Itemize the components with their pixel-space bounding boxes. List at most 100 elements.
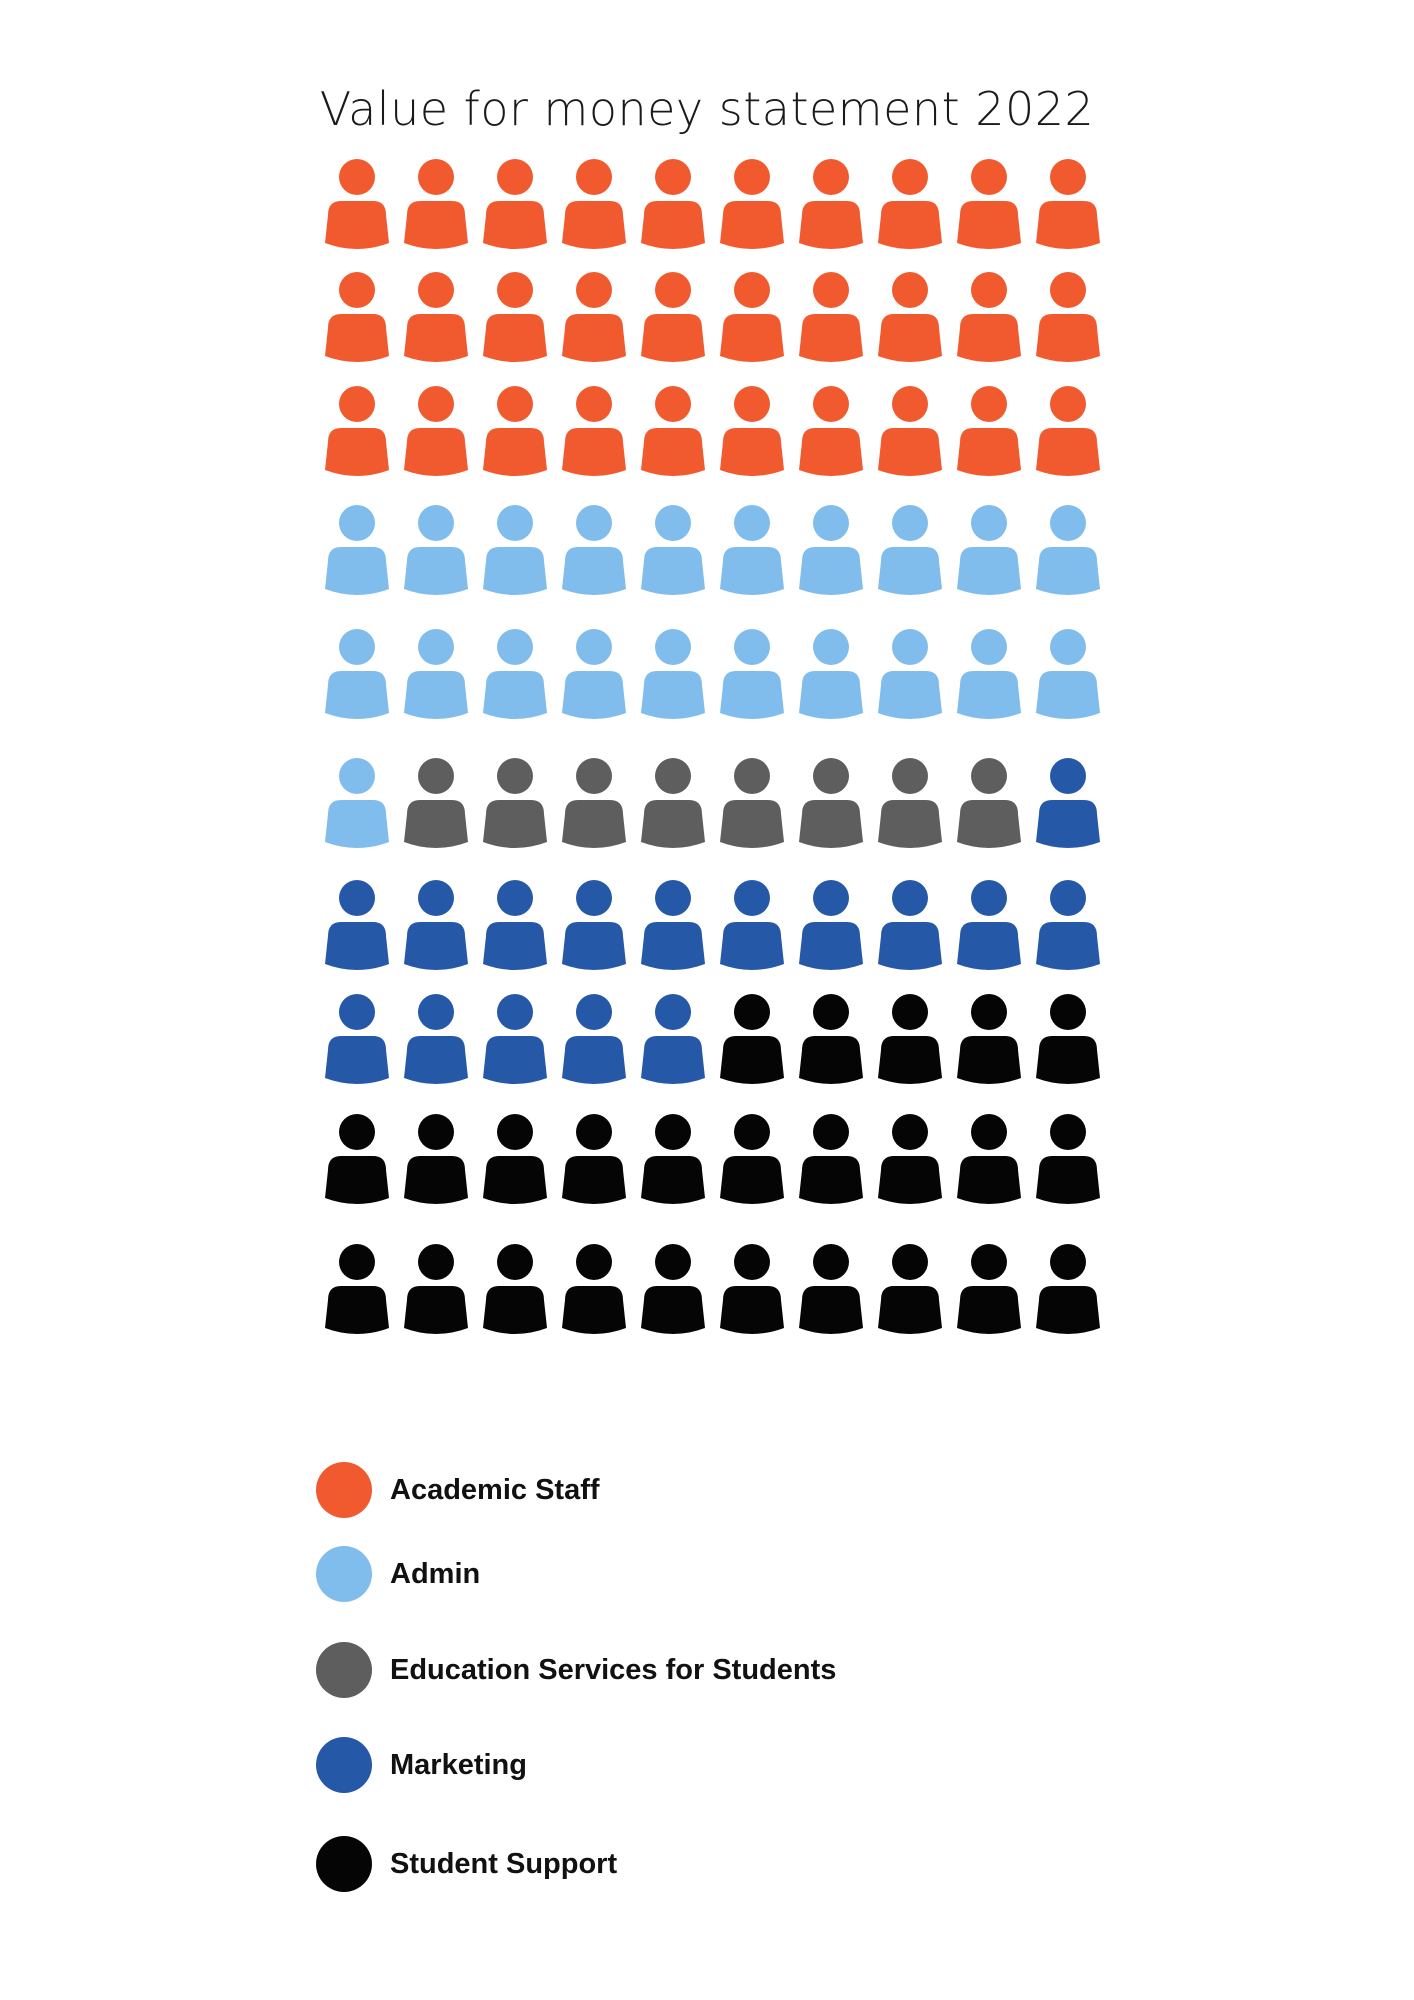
person-icon-education-services-for-students <box>878 758 942 848</box>
person-icon-academic-staff <box>878 386 942 476</box>
person-icon-student-support <box>957 994 1021 1084</box>
legend-swatch-student-support <box>316 1836 372 1892</box>
person-icon-marketing <box>641 880 705 970</box>
person-icon-admin <box>641 505 705 595</box>
person-icon-admin <box>1036 629 1100 719</box>
person-icon-admin <box>878 505 942 595</box>
person-icon-academic-staff <box>799 159 863 249</box>
person-icon-academic-staff <box>1036 159 1100 249</box>
person-icon-marketing <box>878 880 942 970</box>
person-icon-student-support <box>799 994 863 1084</box>
person-icon-admin <box>562 629 626 719</box>
person-icon-education-services-for-students <box>957 758 1021 848</box>
person-icon-student-support <box>720 1244 784 1334</box>
person-icon-admin <box>799 505 863 595</box>
legend-swatch-academic-staff <box>316 1462 372 1518</box>
chart-title: Value for money statement 2022 <box>319 82 1095 136</box>
person-icon-student-support <box>1036 1244 1100 1334</box>
person-icon-academic-staff <box>878 159 942 249</box>
person-icon-student-support <box>720 1114 784 1204</box>
person-icon-academic-staff <box>799 386 863 476</box>
person-icon-admin <box>483 629 547 719</box>
person-icon-marketing <box>720 880 784 970</box>
legend-item-student-support: Student Support <box>316 1836 617 1892</box>
person-icon-marketing <box>404 880 468 970</box>
person-icon-admin <box>799 629 863 719</box>
person-icon-admin <box>720 629 784 719</box>
person-icon-student-support <box>325 1244 389 1334</box>
person-icon-admin <box>562 505 626 595</box>
person-icon-student-support <box>483 1244 547 1334</box>
person-icon-student-support <box>404 1244 468 1334</box>
person-icon-marketing <box>562 994 626 1084</box>
person-icon-marketing <box>404 994 468 1084</box>
person-icon-student-support <box>1036 1114 1100 1204</box>
person-icon-admin <box>720 505 784 595</box>
pictogram-chart <box>325 159 1100 1334</box>
person-icon-admin <box>957 505 1021 595</box>
person-icon-student-support <box>878 1114 942 1204</box>
person-icon-academic-staff <box>1036 386 1100 476</box>
person-icon-admin <box>483 505 547 595</box>
person-icon-education-services-for-students <box>720 758 784 848</box>
person-icon-academic-staff <box>957 159 1021 249</box>
person-icon-student-support <box>957 1114 1021 1204</box>
person-icon-education-services-for-students <box>404 758 468 848</box>
person-icon-academic-staff <box>404 159 468 249</box>
person-icon-student-support <box>483 1114 547 1204</box>
legend-label-admin: Admin <box>390 1557 481 1590</box>
person-icon-academic-staff <box>562 159 626 249</box>
legend-label-academic-staff: Academic Staff <box>390 1473 600 1506</box>
legend-item-admin: Admin <box>316 1546 480 1602</box>
person-icon-academic-staff <box>720 386 784 476</box>
person-icon-student-support <box>562 1114 626 1204</box>
person-icon-academic-staff <box>404 386 468 476</box>
person-icon-admin <box>641 629 705 719</box>
person-icon-academic-staff <box>404 272 468 362</box>
legend-label-marketing: Marketing <box>390 1748 527 1781</box>
person-icon-student-support <box>720 994 784 1084</box>
person-icon-student-support <box>957 1244 1021 1334</box>
person-icon-admin <box>325 629 389 719</box>
person-icon-marketing <box>562 880 626 970</box>
person-icon-admin <box>878 629 942 719</box>
legend-swatch-marketing <box>316 1737 372 1793</box>
person-icon-marketing <box>641 994 705 1084</box>
person-icon-academic-staff <box>720 272 784 362</box>
person-icon-education-services-for-students <box>799 758 863 848</box>
person-icon-student-support <box>878 1244 942 1334</box>
person-icon-admin <box>404 629 468 719</box>
person-icon-academic-staff <box>641 159 705 249</box>
person-icon-academic-staff <box>1036 272 1100 362</box>
person-icon-student-support <box>799 1244 863 1334</box>
person-icon-marketing <box>957 880 1021 970</box>
person-icon-academic-staff <box>799 272 863 362</box>
person-icon-student-support <box>325 1114 389 1204</box>
person-icon-admin <box>404 505 468 595</box>
person-icon-student-support <box>878 994 942 1084</box>
person-icon-student-support <box>562 1244 626 1334</box>
person-icon-academic-staff <box>325 272 389 362</box>
person-icon-academic-staff <box>562 386 626 476</box>
person-icon-academic-staff <box>325 386 389 476</box>
person-icon-academic-staff <box>641 386 705 476</box>
person-icon-marketing <box>483 994 547 1084</box>
person-icon-academic-staff <box>957 386 1021 476</box>
person-icon-education-services-for-students <box>562 758 626 848</box>
person-icon-student-support <box>404 1114 468 1204</box>
person-icon-admin <box>325 758 389 848</box>
legend-label-education-services: Education Services for Students <box>390 1653 837 1686</box>
person-icon-marketing <box>483 880 547 970</box>
person-icon-academic-staff <box>562 272 626 362</box>
legend-label-student-support: Student Support <box>390 1847 618 1880</box>
person-icon-academic-staff <box>483 272 547 362</box>
person-icon-academic-staff <box>878 272 942 362</box>
legend-swatch-education-services <box>316 1642 372 1698</box>
person-icon-admin <box>957 629 1021 719</box>
person-icon-student-support <box>641 1244 705 1334</box>
person-icon-student-support <box>1036 994 1100 1084</box>
person-icon-student-support <box>799 1114 863 1204</box>
person-icon-education-services-for-students <box>483 758 547 848</box>
person-icon-academic-staff <box>483 159 547 249</box>
person-icon-academic-staff <box>957 272 1021 362</box>
